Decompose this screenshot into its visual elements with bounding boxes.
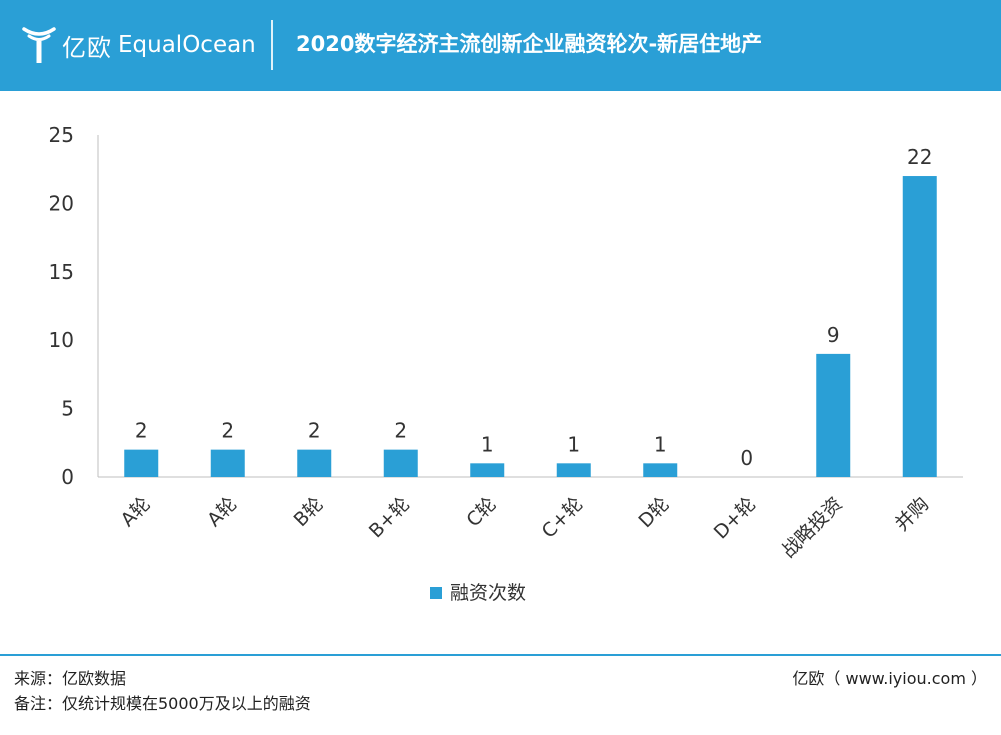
y-tick-label: 10: [49, 328, 74, 352]
x-tick-label: C+轮: [538, 493, 588, 543]
bar-value-label: 2: [394, 419, 407, 443]
legend-swatch: [430, 587, 442, 599]
chart-legend: 融资次数: [430, 582, 526, 604]
bar-value-label: 2: [135, 419, 148, 443]
page-title: 2020数字经济主流创新企业融资轮次-新居住地产: [296, 32, 763, 56]
equalocean-logo-icon: [22, 27, 56, 63]
y-tick-label: 20: [49, 191, 74, 215]
bar-value-label: 1: [567, 432, 580, 456]
bar-value-label: 1: [654, 432, 667, 456]
bar: [470, 463, 505, 477]
y-tick-label: 25: [49, 123, 74, 147]
footer-credit: 亿欧（ www.iyiou.com ）: [792, 669, 987, 688]
bar-value-label: 0: [740, 446, 753, 470]
bar: [297, 449, 332, 477]
bar: [383, 449, 418, 477]
x-tick-label: B轮: [290, 493, 328, 531]
legend-label: 融资次数: [450, 582, 526, 604]
footer-notes: 来源：亿欧数据 备注：仅统计规模在5000万及以上的融资: [14, 666, 311, 716]
bar-value-label: 9: [827, 323, 840, 347]
bar: [556, 463, 591, 477]
bar: [124, 449, 159, 477]
y-tick-label: 5: [61, 397, 74, 421]
remark-note: 备注：仅统计规模在5000万及以上的融资: [14, 694, 311, 713]
bar-value-label: 2: [221, 419, 234, 443]
x-tick-label: D轮: [634, 493, 673, 532]
x-tick-label: D+轮: [710, 493, 761, 544]
x-axis-labels: A轮 A轮 B轮 B+轮 C轮 C+轮 D轮 D+轮 战略投资 并购: [117, 493, 934, 562]
source-note: 来源：亿欧数据: [14, 669, 127, 688]
bar-value-label: 22: [907, 145, 932, 169]
bar: [210, 449, 245, 477]
brand-logo: 亿欧 EqualOcean: [22, 22, 256, 68]
footer-divider: [0, 654, 1001, 656]
x-tick-label: C轮: [462, 493, 500, 531]
x-tick-label: 战略投资: [777, 493, 846, 562]
y-tick-label: 15: [49, 260, 74, 284]
x-tick-label: A轮: [203, 493, 241, 531]
logo-cn-text: 亿欧: [62, 33, 112, 62]
bar: [816, 353, 851, 477]
header-banner: 亿欧 EqualOcean 2020数字经济主流创新企业融资轮次-新居住地产: [0, 0, 1001, 91]
bar-series: [124, 176, 937, 477]
bar-value-label: 1: [481, 432, 494, 456]
x-tick-label: B+轮: [365, 493, 414, 542]
x-tick-label: A轮: [117, 493, 155, 531]
bar: [902, 176, 937, 477]
bar-value-label: 2: [308, 419, 321, 443]
logo-en-text: EqualOcean: [118, 32, 256, 58]
x-tick-label: 并购: [891, 493, 933, 535]
bar: [643, 463, 678, 477]
y-tick-label: 0: [61, 465, 74, 489]
header-divider: [271, 20, 273, 70]
